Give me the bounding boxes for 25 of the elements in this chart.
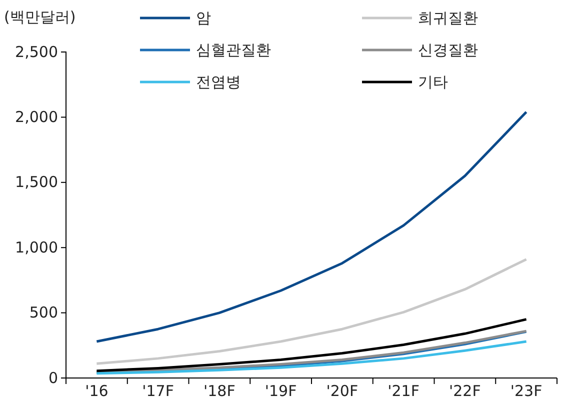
y-tick-label: 0 bbox=[48, 368, 58, 387]
legend-label: 전염병 bbox=[196, 73, 241, 91]
y-tick-label: 2,000 bbox=[15, 108, 58, 126]
y-tick-label: 1,000 bbox=[15, 238, 58, 256]
x-tick-label: '17F bbox=[142, 382, 174, 400]
legend-label: 신경질환 bbox=[418, 41, 478, 59]
legend-label: 심혈관질환 bbox=[196, 41, 271, 59]
line-series bbox=[95, 110, 528, 343]
legend-label: 암 bbox=[196, 9, 211, 27]
y-tick-label: 2,500 bbox=[15, 42, 58, 61]
line-series bbox=[95, 318, 528, 372]
x-tick-label: '19F bbox=[264, 382, 297, 400]
legend-label: 희귀질환 bbox=[418, 9, 478, 27]
line-series bbox=[95, 258, 528, 365]
x-tick-label: '22F bbox=[449, 382, 481, 400]
x-tick-label: '23F bbox=[510, 382, 542, 400]
x-tick-label: '16 bbox=[85, 382, 108, 400]
legend-label: 기타 bbox=[418, 73, 448, 91]
line-series bbox=[95, 340, 528, 375]
x-tick-label: '18F bbox=[204, 382, 236, 400]
y-axis-title: (백만달러) bbox=[4, 8, 76, 26]
x-tick-label: '20F bbox=[326, 382, 358, 400]
x-tick-label: '21F bbox=[388, 382, 420, 400]
y-tick-label: 500 bbox=[29, 304, 58, 322]
y-tick-label: 1,500 bbox=[15, 173, 58, 192]
